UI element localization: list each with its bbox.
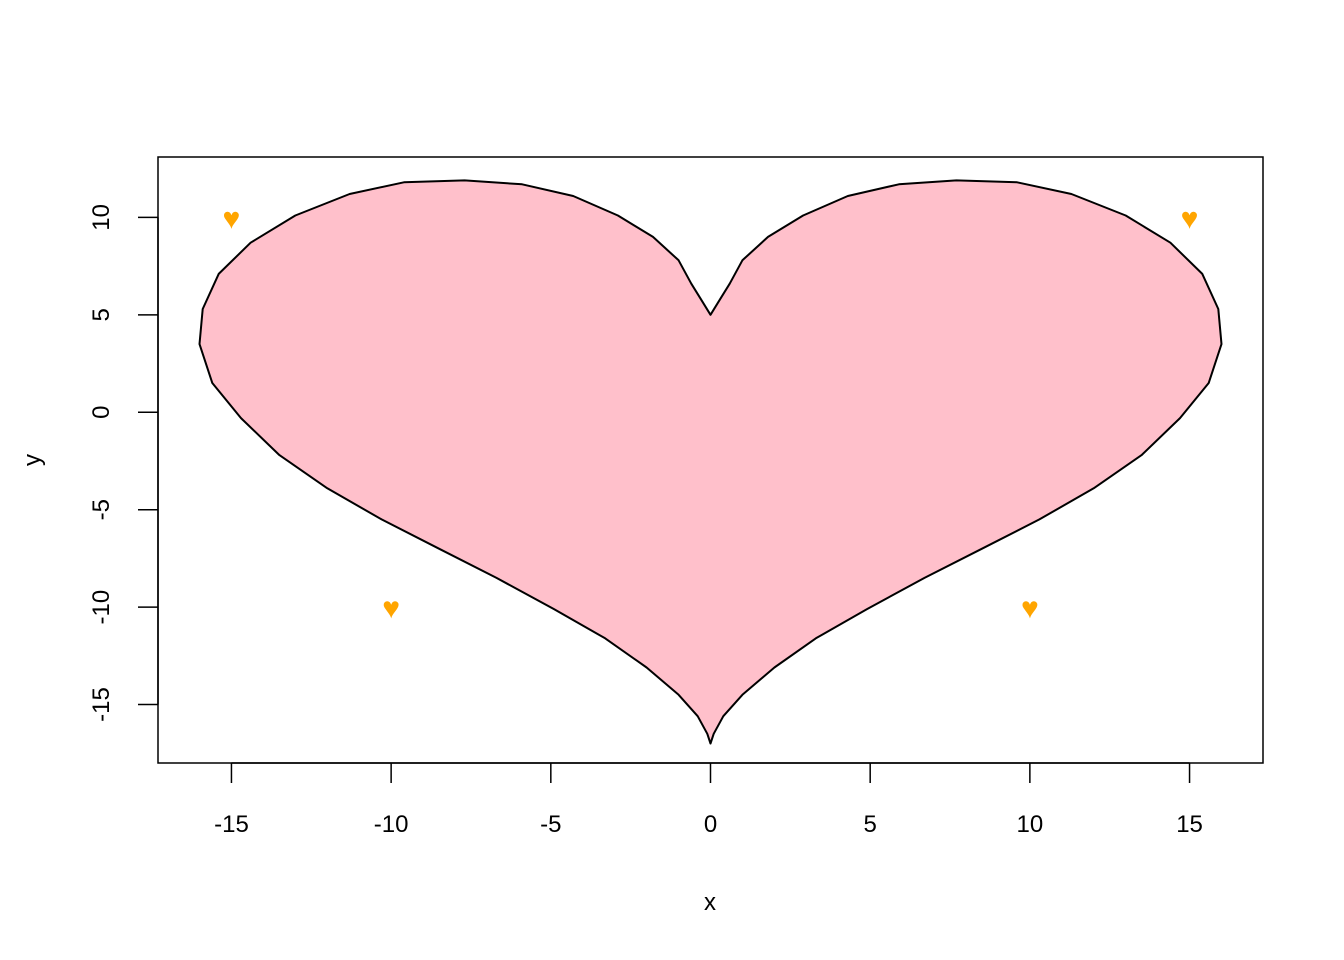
x-tick-label: -10 [374,811,409,838]
x-tick-label: 10 [1017,811,1044,838]
y-axis-label: y [19,454,46,466]
x-tick-label: -15 [214,811,249,838]
heart-marker-3: ♥ [382,592,400,625]
y-tick-label: -10 [88,590,115,625]
x-axis: -15 -10 -5 0 5 10 15 [214,762,1203,838]
y-tick-label: 10 [88,204,115,231]
y-axis: -15 -10 -5 0 5 10 [88,204,159,722]
heart-marker-2: ♥ [1181,202,1199,235]
y-tick-label: 5 [88,308,115,321]
x-tick-label: 0 [704,811,717,838]
x-tick-label: 15 [1176,811,1203,838]
y-tick-label: -15 [88,687,115,722]
y-tick-label: -5 [88,499,115,520]
x-tick-label: 5 [864,811,877,838]
heart-marker-4: ♥ [1021,592,1039,625]
heart-marker-1: ♥ [223,202,241,235]
heart-shape [198,179,1223,745]
plot-area: ♥ ♥ ♥ ♥ [198,179,1223,745]
x-axis-label: x [704,889,716,916]
x-tick-label: -5 [540,811,561,838]
y-tick-label: 0 [88,406,115,419]
